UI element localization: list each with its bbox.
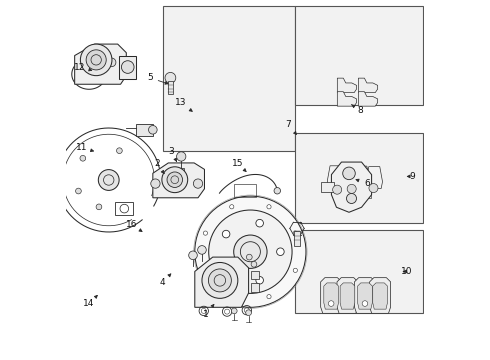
Bar <box>294 231 299 246</box>
Text: 10: 10 <box>401 267 412 276</box>
Circle shape <box>333 185 342 194</box>
Circle shape <box>194 179 203 188</box>
Bar <box>348 186 371 198</box>
Circle shape <box>122 61 134 73</box>
Polygon shape <box>354 278 375 313</box>
Text: 5: 5 <box>147 73 168 84</box>
Text: 6: 6 <box>356 179 370 188</box>
Circle shape <box>245 310 251 316</box>
Circle shape <box>80 44 112 76</box>
Circle shape <box>222 266 230 273</box>
Polygon shape <box>337 78 357 93</box>
Circle shape <box>195 196 306 307</box>
Circle shape <box>208 269 231 292</box>
Bar <box>295 134 422 223</box>
Polygon shape <box>153 163 204 198</box>
Circle shape <box>231 308 237 314</box>
Text: 2: 2 <box>154 159 164 174</box>
Text: 11: 11 <box>76 143 94 152</box>
Circle shape <box>328 301 334 306</box>
Polygon shape <box>369 278 391 313</box>
Circle shape <box>230 294 234 299</box>
Bar <box>106 69 117 80</box>
Text: 15: 15 <box>232 159 246 171</box>
Polygon shape <box>358 283 372 309</box>
Circle shape <box>267 294 271 299</box>
Polygon shape <box>195 257 248 307</box>
Circle shape <box>98 170 119 190</box>
Circle shape <box>251 261 257 267</box>
Circle shape <box>209 210 292 293</box>
Bar <box>295 230 422 313</box>
Text: 1: 1 <box>203 305 214 319</box>
Circle shape <box>203 268 208 273</box>
Text: 14: 14 <box>83 296 98 308</box>
Bar <box>321 182 334 192</box>
Bar <box>119 55 136 78</box>
Circle shape <box>176 152 186 161</box>
Circle shape <box>267 205 271 209</box>
Circle shape <box>347 184 356 193</box>
Circle shape <box>343 167 355 180</box>
Bar <box>251 271 259 279</box>
Circle shape <box>256 276 264 284</box>
Text: 3: 3 <box>169 147 176 161</box>
Circle shape <box>369 184 378 193</box>
Circle shape <box>277 248 284 256</box>
Text: 12: 12 <box>74 63 92 72</box>
Polygon shape <box>337 92 357 106</box>
Polygon shape <box>358 92 378 106</box>
Circle shape <box>246 254 252 260</box>
Bar <box>168 81 173 94</box>
Text: 8: 8 <box>352 105 363 114</box>
Circle shape <box>86 50 106 70</box>
Polygon shape <box>373 283 388 309</box>
Bar <box>178 167 184 173</box>
Bar <box>163 6 295 151</box>
Circle shape <box>274 188 280 194</box>
Polygon shape <box>320 278 342 313</box>
Polygon shape <box>74 44 126 84</box>
Circle shape <box>162 167 188 193</box>
Text: 4: 4 <box>160 274 171 287</box>
Text: 9: 9 <box>407 172 415 181</box>
Polygon shape <box>324 283 339 309</box>
Circle shape <box>222 230 230 238</box>
Bar <box>115 202 133 215</box>
Text: 7: 7 <box>285 120 296 134</box>
Circle shape <box>189 251 197 260</box>
Bar <box>251 283 259 292</box>
Circle shape <box>362 301 368 306</box>
Circle shape <box>148 126 157 134</box>
Circle shape <box>293 231 297 235</box>
Circle shape <box>167 172 183 188</box>
Circle shape <box>256 219 264 227</box>
Circle shape <box>80 156 86 161</box>
Bar <box>136 124 153 135</box>
Circle shape <box>197 246 206 254</box>
Circle shape <box>75 188 81 194</box>
Text: 16: 16 <box>126 220 142 231</box>
Bar <box>295 6 422 105</box>
Circle shape <box>107 58 116 67</box>
Circle shape <box>96 204 102 210</box>
Circle shape <box>234 235 267 269</box>
Circle shape <box>230 205 234 209</box>
Polygon shape <box>337 278 358 313</box>
Polygon shape <box>358 78 378 93</box>
Circle shape <box>203 231 208 235</box>
Polygon shape <box>331 162 371 212</box>
Circle shape <box>165 72 176 83</box>
Circle shape <box>117 148 122 154</box>
Circle shape <box>346 193 357 203</box>
Text: 13: 13 <box>175 98 192 111</box>
Circle shape <box>202 262 238 298</box>
Bar <box>234 184 256 197</box>
Circle shape <box>293 268 297 273</box>
Polygon shape <box>340 283 355 309</box>
Circle shape <box>151 179 160 188</box>
